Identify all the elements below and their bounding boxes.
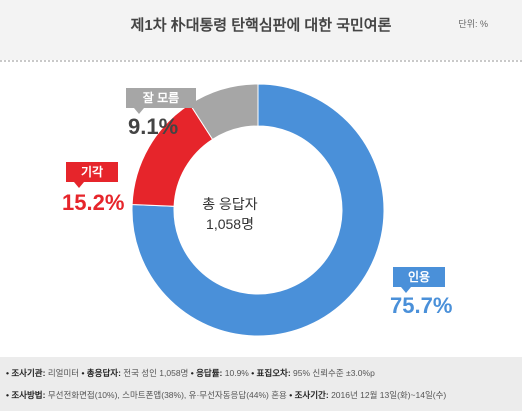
- donut-chart: [131, 83, 385, 337]
- value-label-unknown: 9.1%: [128, 114, 179, 139]
- footer-value: 10.9%: [222, 368, 249, 378]
- footer-key: • 표집오차:: [248, 368, 291, 378]
- survey-footer: • 조사기관: 리얼미터 • 총응답자: 전국 성인 1,058명 • 응답률:…: [0, 357, 522, 411]
- slice-uphold: [131, 83, 385, 337]
- footer-value: 무선전화면접(10%), 스마트폰앱(38%), 유·무선자동응답(44%) 혼…: [45, 390, 287, 400]
- footer-key: • 조사기관:: [6, 368, 46, 378]
- footer-key: • 조사기간:: [286, 390, 329, 400]
- value-label-uphold: 75.7%: [390, 293, 453, 318]
- footer-key: • 총응답자:: [79, 368, 121, 378]
- legend-label-reject: 기각: [80, 165, 104, 179]
- header-divider: [0, 60, 522, 62]
- legend-tag-unknown: 잘 모름: [126, 88, 196, 114]
- value-label-reject: 15.2%: [62, 190, 125, 215]
- legend-label-unknown: 잘 모름: [142, 91, 180, 105]
- footer-value: 2016년 12월 13일(화)~14일(수): [328, 390, 447, 400]
- footer-key: • 응답률:: [188, 368, 223, 378]
- footer-line-2: • 조사방법: 무선전화면접(10%), 스마트폰앱(38%), 유·무선자동응…: [6, 389, 446, 401]
- footer-value: 전국 성인 1,058명: [120, 368, 189, 378]
- footer-value: 리얼미터: [45, 368, 80, 378]
- header: 제1차 朴대통령 탄핵심판에 대한 국민여론 단위: %: [0, 0, 522, 60]
- legend-tag-uphold: 인용: [393, 267, 445, 293]
- center-label: 총 응답자: [202, 196, 258, 212]
- center-value: 1,058명: [206, 216, 254, 232]
- chart-title: 제1차 朴대통령 탄핵심판에 대한 국민여론: [130, 17, 392, 34]
- footer-line-1: • 조사기관: 리얼미터 • 총응답자: 전국 성인 1,058명 • 응답률:…: [6, 367, 375, 379]
- slice-unknown: [189, 83, 259, 141]
- footer-key: • 조사방법:: [6, 390, 46, 400]
- footer-value: 95% 신뢰수준 ±3.0%p: [290, 368, 375, 378]
- unit-label: 단위: %: [458, 19, 488, 29]
- legend-label-uphold: 인용: [407, 270, 431, 284]
- legend-tag-reject: 기각: [66, 162, 118, 188]
